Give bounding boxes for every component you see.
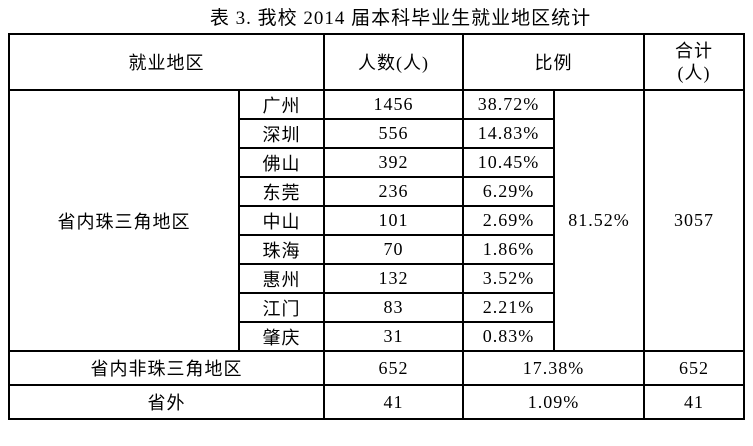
city-count: 101 [323, 205, 464, 236]
city-count: 31 [323, 321, 464, 352]
city-name: 惠州 [238, 263, 325, 294]
table-row-guangzhou: 省内珠三角地区 广州 1456 38.72% 81.52% 3057 [8, 89, 745, 352]
table-row-zhaoqing: 肇庆 31 0.83% [9, 321, 744, 352]
city-ratio: 10.45% [462, 147, 555, 178]
table-row-zhuhai: 珠海 70 1.86% [9, 234, 744, 265]
table-row-zhongshan: 中山 101 2.69% [9, 205, 744, 236]
summary-total: 652 [643, 350, 745, 386]
city-count: 132 [323, 263, 464, 294]
city-name: 肇庆 [238, 321, 325, 352]
table-row-huizhou: 惠州 132 3.52% [9, 263, 744, 294]
city-ratio: 0.83% [462, 321, 555, 352]
city-ratio: 2.69% [462, 205, 555, 236]
city-name: 江门 [238, 292, 325, 323]
city-name: 东莞 [238, 176, 325, 207]
city-count: 556 [323, 118, 464, 149]
summary-label: 省外 [8, 384, 325, 420]
city-name: 广州 [238, 89, 325, 120]
table-header-row: 就业地区 人数(人) 比例 合计 (人) [8, 33, 745, 91]
city-name: 中山 [238, 205, 325, 236]
city-count: 1456 [323, 89, 464, 120]
header-count: 人数(人) [323, 33, 464, 91]
city-name: 深圳 [238, 118, 325, 149]
summary-total: 41 [643, 384, 745, 420]
summary-ratio: 1.09% [462, 384, 645, 420]
group-total-prd: 3057 [643, 89, 745, 352]
group-ratio-prd: 81.52% [553, 89, 645, 352]
city-ratio: 6.29% [462, 176, 555, 207]
city-name: 佛山 [238, 147, 325, 178]
summary-ratio: 17.38% [462, 350, 645, 386]
table-row-shenzhen: 深圳 556 14.83% [9, 118, 744, 149]
table-row-non-prd: 省内非珠三角地区 652 17.38% 652 [8, 350, 745, 386]
employment-region-table: 就业地区 人数(人) 比例 合计 (人) 省内珠三角地区 广州 1456 38.… [8, 33, 745, 420]
table-row-dongguan: 东莞 236 6.29% [9, 176, 744, 207]
table-row-out-of-province: 省外 41 1.09% 41 [8, 384, 745, 420]
city-count: 70 [323, 234, 464, 265]
city-ratio: 38.72% [462, 89, 555, 120]
summary-count: 41 [323, 384, 464, 420]
city-ratio: 1.86% [462, 234, 555, 265]
header-total: 合计 (人) [643, 33, 745, 91]
table-row-jiangmen: 江门 83 2.21% [9, 292, 744, 323]
summary-count: 652 [323, 350, 464, 386]
city-name: 珠海 [238, 234, 325, 265]
city-ratio: 3.52% [462, 263, 555, 294]
table-row-foshan: 佛山 392 10.45% [9, 147, 744, 178]
summary-label: 省内非珠三角地区 [8, 350, 325, 386]
header-region: 就业地区 [8, 33, 325, 91]
city-ratio: 14.83% [462, 118, 555, 149]
table-title: 表 3. 我校 2014 届本科毕业生就业地区统计 [209, 8, 592, 29]
header-ratio: 比例 [462, 33, 645, 91]
city-ratio: 2.21% [462, 292, 555, 323]
city-count: 83 [323, 292, 464, 323]
group-label-prd: 省内珠三角地区 [8, 89, 240, 352]
city-count: 392 [323, 147, 464, 178]
city-count: 236 [323, 176, 464, 207]
